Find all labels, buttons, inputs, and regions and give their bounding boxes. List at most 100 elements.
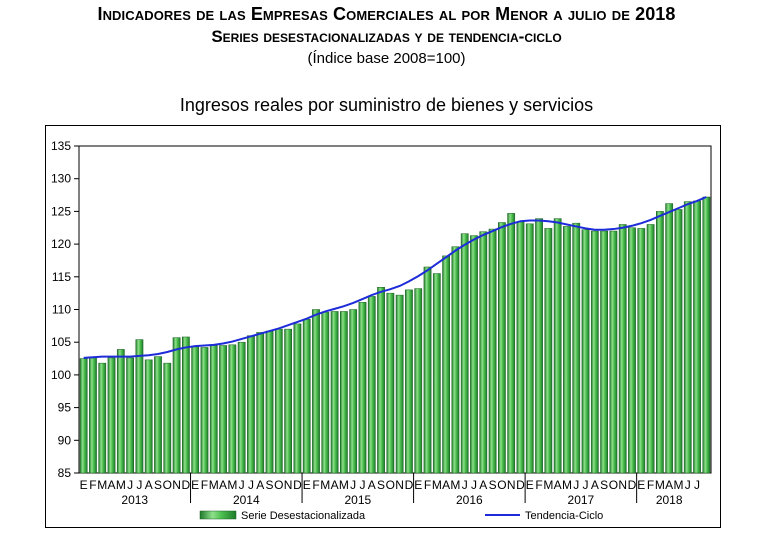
month-label: D bbox=[628, 478, 637, 492]
month-label: M bbox=[673, 478, 683, 492]
month-label: M bbox=[543, 478, 553, 492]
month-label: M bbox=[227, 478, 237, 492]
month-label: J bbox=[359, 478, 365, 492]
bar bbox=[135, 339, 144, 474]
bar bbox=[98, 362, 107, 474]
month-label: J bbox=[583, 478, 589, 492]
bar bbox=[144, 359, 153, 474]
bar bbox=[637, 228, 646, 474]
y-tick-label: 130 bbox=[51, 172, 71, 186]
month-label: J bbox=[350, 478, 356, 492]
month-label: A bbox=[665, 478, 673, 492]
month-label: S bbox=[489, 478, 497, 492]
month-label: A bbox=[554, 478, 562, 492]
bar bbox=[395, 294, 404, 474]
bar bbox=[256, 332, 265, 474]
month-label: O bbox=[163, 478, 172, 492]
bar bbox=[182, 336, 190, 474]
bar bbox=[581, 229, 590, 474]
month-label: F bbox=[89, 478, 96, 492]
month-label: N bbox=[618, 478, 627, 492]
bar bbox=[377, 287, 385, 474]
month-label: A bbox=[479, 478, 487, 492]
y-tick-label: 120 bbox=[51, 237, 71, 251]
y-tick-label: 135 bbox=[51, 139, 71, 153]
bar bbox=[535, 218, 543, 474]
year-label: 2017 bbox=[568, 493, 595, 507]
index-base-note: (Índice base 2008=100) bbox=[307, 50, 466, 67]
bar bbox=[302, 319, 311, 474]
month-label: M bbox=[320, 478, 330, 492]
year-label: 2015 bbox=[344, 493, 371, 507]
bar bbox=[553, 218, 562, 474]
month-label: E bbox=[526, 478, 534, 492]
trend-line bbox=[83, 196, 707, 359]
month-label: F bbox=[647, 478, 654, 492]
month-label: F bbox=[312, 478, 319, 492]
month-label: F bbox=[535, 478, 542, 492]
bar bbox=[442, 255, 450, 474]
bar bbox=[507, 213, 516, 474]
bar bbox=[609, 230, 618, 474]
y-tick-label: 95 bbox=[58, 401, 72, 415]
month-label: O bbox=[497, 478, 506, 492]
bar bbox=[702, 196, 711, 474]
bar bbox=[340, 311, 348, 474]
bar bbox=[572, 222, 581, 474]
bar bbox=[544, 228, 553, 474]
month-label: M bbox=[339, 478, 349, 492]
year-label: 2016 bbox=[456, 493, 483, 507]
bar bbox=[470, 235, 478, 474]
month-label: A bbox=[219, 478, 227, 492]
month-label: A bbox=[368, 478, 376, 492]
month-label: N bbox=[507, 478, 516, 492]
bar bbox=[386, 292, 395, 474]
month-label: J bbox=[694, 478, 700, 492]
legend-bar-swatch bbox=[199, 510, 237, 520]
year-label: 2013 bbox=[121, 493, 148, 507]
bar bbox=[516, 221, 525, 474]
bar bbox=[656, 211, 664, 474]
chart-frame bbox=[45, 125, 721, 528]
bar bbox=[237, 341, 246, 474]
bar bbox=[228, 344, 237, 474]
y-tick-label: 100 bbox=[51, 368, 71, 382]
month-label: E bbox=[303, 478, 311, 492]
month-label: A bbox=[256, 478, 264, 492]
bar bbox=[107, 357, 116, 474]
bar bbox=[423, 266, 432, 474]
bar bbox=[693, 200, 701, 474]
month-label: J bbox=[685, 478, 691, 492]
month-label: S bbox=[154, 478, 162, 492]
month-label: M bbox=[116, 478, 126, 492]
bar bbox=[674, 209, 683, 474]
bar bbox=[367, 296, 376, 474]
month-label: N bbox=[172, 478, 181, 492]
bar bbox=[116, 349, 125, 474]
month-label: E bbox=[414, 478, 422, 492]
bar bbox=[460, 233, 469, 474]
bar bbox=[321, 311, 330, 474]
month-label: A bbox=[591, 478, 599, 492]
month-label: N bbox=[395, 478, 404, 492]
month-label: M bbox=[97, 478, 107, 492]
report-title: Indicadores de las Empresas Comerciales … bbox=[97, 4, 676, 24]
month-label: N bbox=[284, 478, 293, 492]
y-tick-label: 115 bbox=[52, 270, 71, 284]
month-label: M bbox=[450, 478, 460, 492]
month-label: D bbox=[516, 478, 525, 492]
month-label: A bbox=[145, 478, 153, 492]
month-label: O bbox=[386, 478, 395, 492]
y-tick-label: 85 bbox=[58, 466, 72, 480]
month-label: O bbox=[609, 478, 618, 492]
bar bbox=[628, 227, 636, 474]
bar bbox=[488, 228, 497, 474]
bar bbox=[414, 288, 423, 474]
bar bbox=[79, 358, 88, 474]
bar bbox=[646, 224, 655, 474]
bar bbox=[247, 335, 255, 474]
bar bbox=[618, 224, 627, 474]
month-label: J bbox=[136, 478, 142, 492]
bar bbox=[330, 311, 339, 474]
